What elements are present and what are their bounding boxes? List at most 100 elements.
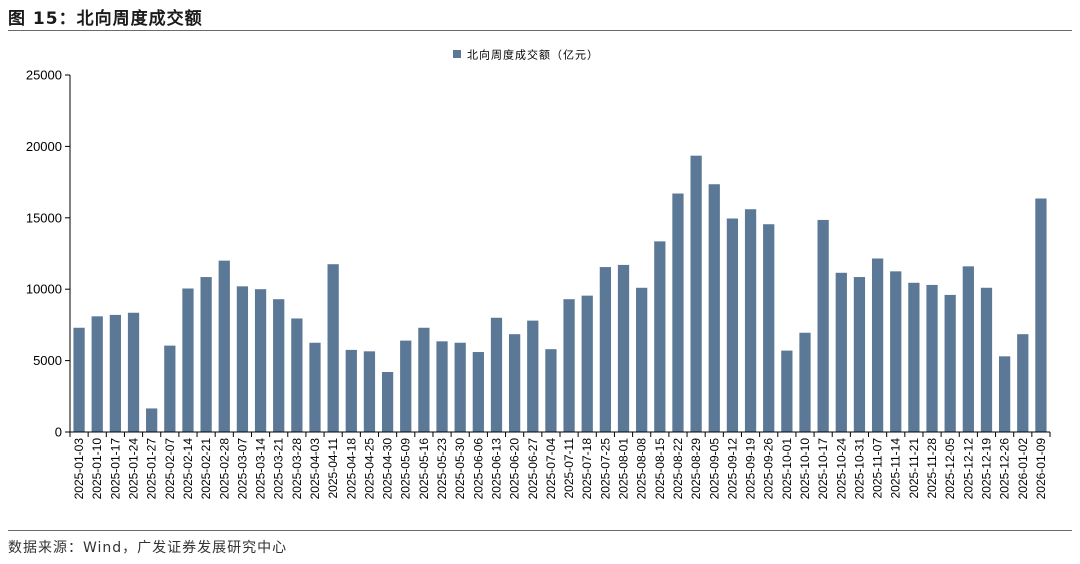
x-tick-label: 2025-04-30 [381, 438, 395, 500]
bar [799, 332, 811, 432]
x-tick-label: 2025-01-17 [108, 438, 122, 500]
bar [109, 314, 121, 432]
x-tick-label: 2025-01-24 [127, 438, 141, 500]
x-tick-label: 2025-07-04 [544, 438, 558, 500]
bar [254, 289, 267, 432]
bar [871, 258, 884, 432]
bar [708, 184, 720, 432]
bar [127, 312, 140, 432]
bar [309, 342, 321, 432]
y-tick-label: 25000 [26, 68, 62, 83]
x-tick-label: 2025-03-28 [290, 438, 304, 500]
x-tick-label: 2025-06-20 [508, 438, 522, 500]
x-tick-label: 2025-08-01 [617, 438, 631, 500]
x-tick-label: 2025-05-30 [453, 438, 467, 500]
y-tick-label: 10000 [26, 282, 62, 297]
x-tick-label: 2025-03-07 [235, 438, 249, 500]
x-tick-label: 2025-08-22 [671, 438, 685, 500]
bar [944, 294, 956, 432]
bar [490, 317, 503, 432]
x-tick-label: 2025-04-03 [308, 438, 322, 500]
bar [146, 408, 158, 432]
bar [381, 372, 394, 432]
bar [472, 352, 484, 432]
bars [73, 155, 1047, 432]
bar [581, 295, 593, 432]
bar [164, 345, 176, 432]
x-tick-label: 2025-04-18 [344, 438, 358, 500]
x-tick-label: 2025-05-23 [435, 438, 449, 500]
x-tick-label: 2025-10-01 [780, 438, 794, 500]
bar [781, 350, 793, 432]
x-tick-label: 2025-06-13 [489, 438, 503, 500]
bar [636, 287, 648, 432]
legend-swatch [453, 50, 461, 58]
x-tick-label: 2025-11-21 [907, 438, 921, 499]
bar [962, 266, 974, 432]
x-tick-label: 2025-03-14 [254, 438, 268, 500]
y-tick-label: 0 [55, 425, 62, 440]
bar [853, 277, 866, 432]
x-tick-label: 2025-01-10 [90, 438, 104, 500]
x-tick-label: 2025-10-17 [816, 438, 830, 500]
x-tick-label: 2025-12-26 [998, 438, 1012, 500]
x-tick-label: 2025-11-28 [925, 438, 939, 499]
x-tick-label: 2025-03-21 [272, 438, 286, 500]
bar [236, 286, 249, 432]
bar [509, 334, 521, 432]
bar [400, 340, 412, 432]
bar [454, 342, 466, 432]
x-tick-label: 2025-02-07 [163, 438, 177, 500]
y-tick-label: 5000 [33, 353, 62, 368]
x-tick-label: 2026-01-02 [1016, 438, 1030, 500]
bar [327, 264, 339, 432]
x-tick-label: 2025-05-09 [399, 438, 413, 500]
bar [273, 299, 285, 432]
bar [999, 356, 1011, 432]
bar [73, 327, 85, 432]
bar [980, 287, 993, 432]
bar [1035, 198, 1047, 432]
bar [418, 327, 430, 432]
x-tick-label: 2025-10-31 [852, 438, 866, 500]
bar [672, 193, 684, 432]
x-tick-label: 2025-04-25 [362, 438, 376, 500]
bar [926, 284, 938, 432]
x-tick-label: 2025-01-03 [72, 438, 86, 500]
x-tick-label: 2025-02-14 [181, 438, 195, 500]
bar [654, 241, 666, 432]
bar [182, 288, 194, 432]
bar [363, 351, 376, 432]
bar [690, 155, 702, 432]
legend: 北向周度成交额（亿元） [453, 48, 599, 62]
bar [291, 318, 303, 432]
x-tick-label: 2025-09-05 [707, 438, 721, 500]
x-axis: 2025-01-03 2025-01-10 2025-01-17 2025-01-24… [69, 431, 1051, 500]
bar [563, 299, 575, 432]
x-tick-label: 2026-01-09 [1034, 438, 1048, 500]
bar [835, 272, 847, 432]
bar [763, 224, 775, 432]
bar [436, 341, 448, 432]
x-tick-label: 2025-06-06 [471, 438, 485, 500]
x-tick-label: 2025-11-14 [889, 438, 903, 499]
x-tick-label: 2025-12-19 [979, 438, 993, 500]
figure-header: 图 15：北向周度成交额 [8, 4, 203, 29]
x-tick-label: 2025-12-12 [961, 438, 975, 500]
x-tick-label: 2025-04-11 [326, 438, 340, 499]
x-tick-label: 2025-08-29 [689, 438, 703, 500]
x-tick-label: 2025-06-27 [526, 438, 540, 500]
x-tick-label: 2025-07-25 [598, 438, 612, 500]
x-tick-label: 2025-12-05 [943, 438, 957, 500]
bar [908, 282, 920, 432]
x-tick-label: 2025-01-27 [145, 438, 159, 500]
bar [890, 271, 902, 432]
legend-label: 北向周度成交额（亿元） [467, 48, 599, 62]
x-tick-label: 2025-08-15 [653, 438, 667, 500]
source-note: 数据来源：Wind，广发证券发展研究中心 [8, 540, 288, 556]
bar [817, 219, 829, 432]
bar [744, 209, 757, 432]
footer-rule [8, 530, 1072, 531]
y-tick-label: 15000 [26, 210, 62, 225]
